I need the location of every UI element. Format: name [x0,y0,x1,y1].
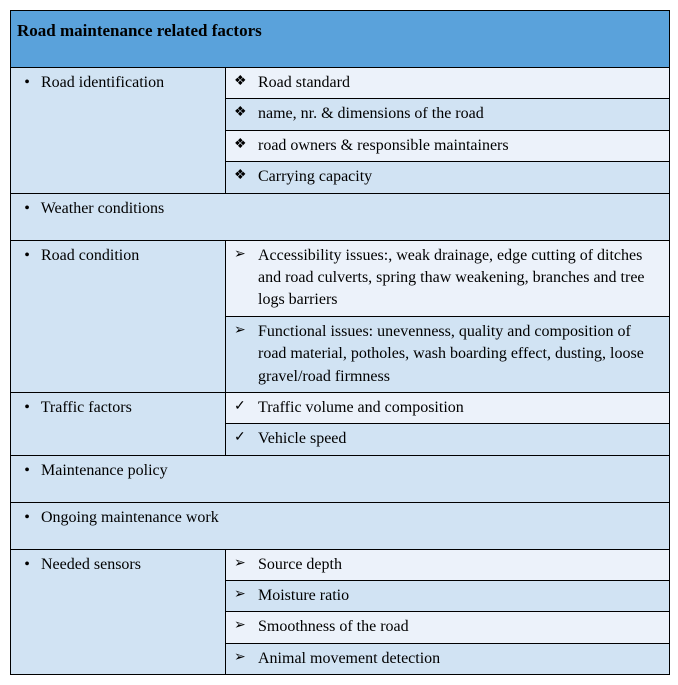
item-vehicle-speed: ✓Vehicle speed [226,424,670,455]
label-weather-conditions: • Weather conditions [11,193,670,240]
arrow-icon: ➢ [234,616,258,636]
item-functional: ➢Functional issues: unevenness, quality … [226,316,670,392]
item-carrying-capacity: ❖Carrying capacity [226,162,670,193]
label-text: Traffic factors [41,399,132,416]
clover-icon: ❖ [234,72,258,92]
row-ongoing-maintenance: • Ongoing maintenance work [11,502,670,549]
item-traffic-volume: ✓Traffic volume and composition [226,392,670,423]
arrow-icon: ➢ [234,554,258,574]
table-title: Road maintenance related factors [11,11,670,68]
arrow-icon: ➢ [234,585,258,605]
table-header-row: Road maintenance related factors [11,11,670,68]
clover-icon: ❖ [234,166,258,186]
bullet-icon: • [17,509,37,527]
row-road-identification: • Road identification ❖ Road standard [11,68,670,99]
label-maintenance-policy: • Maintenance policy [11,455,670,502]
bullet-icon: • [17,556,37,574]
arrow-icon: ➢ [234,321,258,341]
bullet-icon: • [17,247,37,265]
check-icon: ✓ [234,397,258,417]
row-needed-sensors: • Needed sensors ➢Source depth [11,549,670,580]
check-icon: ✓ [234,428,258,448]
bullet-icon: • [17,462,37,480]
label-text: Road identification [41,74,164,91]
item-road-owners: ❖road owners & responsible maintainers [226,130,670,161]
label-text: Ongoing maintenance work [41,509,219,526]
row-road-condition: • Road condition ➢Accessibility issues:,… [11,240,670,316]
label-ongoing-maintenance: • Ongoing maintenance work [11,502,670,549]
row-weather-conditions: • Weather conditions [11,193,670,240]
label-text: Weather conditions [41,200,165,217]
label-road-identification: • Road identification [11,68,226,194]
row-maintenance-policy: • Maintenance policy [11,455,670,502]
clover-icon: ❖ [234,103,258,123]
factors-table: Road maintenance related factors • Road … [10,10,670,675]
label-road-condition: • Road condition [11,240,226,392]
item-road-name: ❖name, nr. & dimensions of the road [226,99,670,130]
clover-icon: ❖ [234,135,258,155]
item-animal-detection: ➢Animal movement detection [226,643,670,674]
label-text: Maintenance policy [41,462,168,479]
label-traffic-factors: • Traffic factors [11,392,226,455]
label-text: Road condition [41,247,139,264]
item-moisture-ratio: ➢Moisture ratio [226,581,670,612]
bullet-icon: • [17,399,37,417]
row-traffic-factors: • Traffic factors ✓Traffic volume and co… [11,392,670,423]
item-road-standard: ❖ Road standard [226,68,670,99]
item-smoothness: ➢Smoothness of the road [226,612,670,643]
label-needed-sensors: • Needed sensors [11,549,226,675]
item-accessibility: ➢Accessibility issues:, weak drainage, e… [226,240,670,316]
item-source-depth: ➢Source depth [226,549,670,580]
arrow-icon: ➢ [234,648,258,668]
label-text: Needed sensors [41,556,141,573]
bullet-icon: • [17,74,37,92]
bullet-icon: • [17,200,37,218]
arrow-icon: ➢ [234,245,258,265]
